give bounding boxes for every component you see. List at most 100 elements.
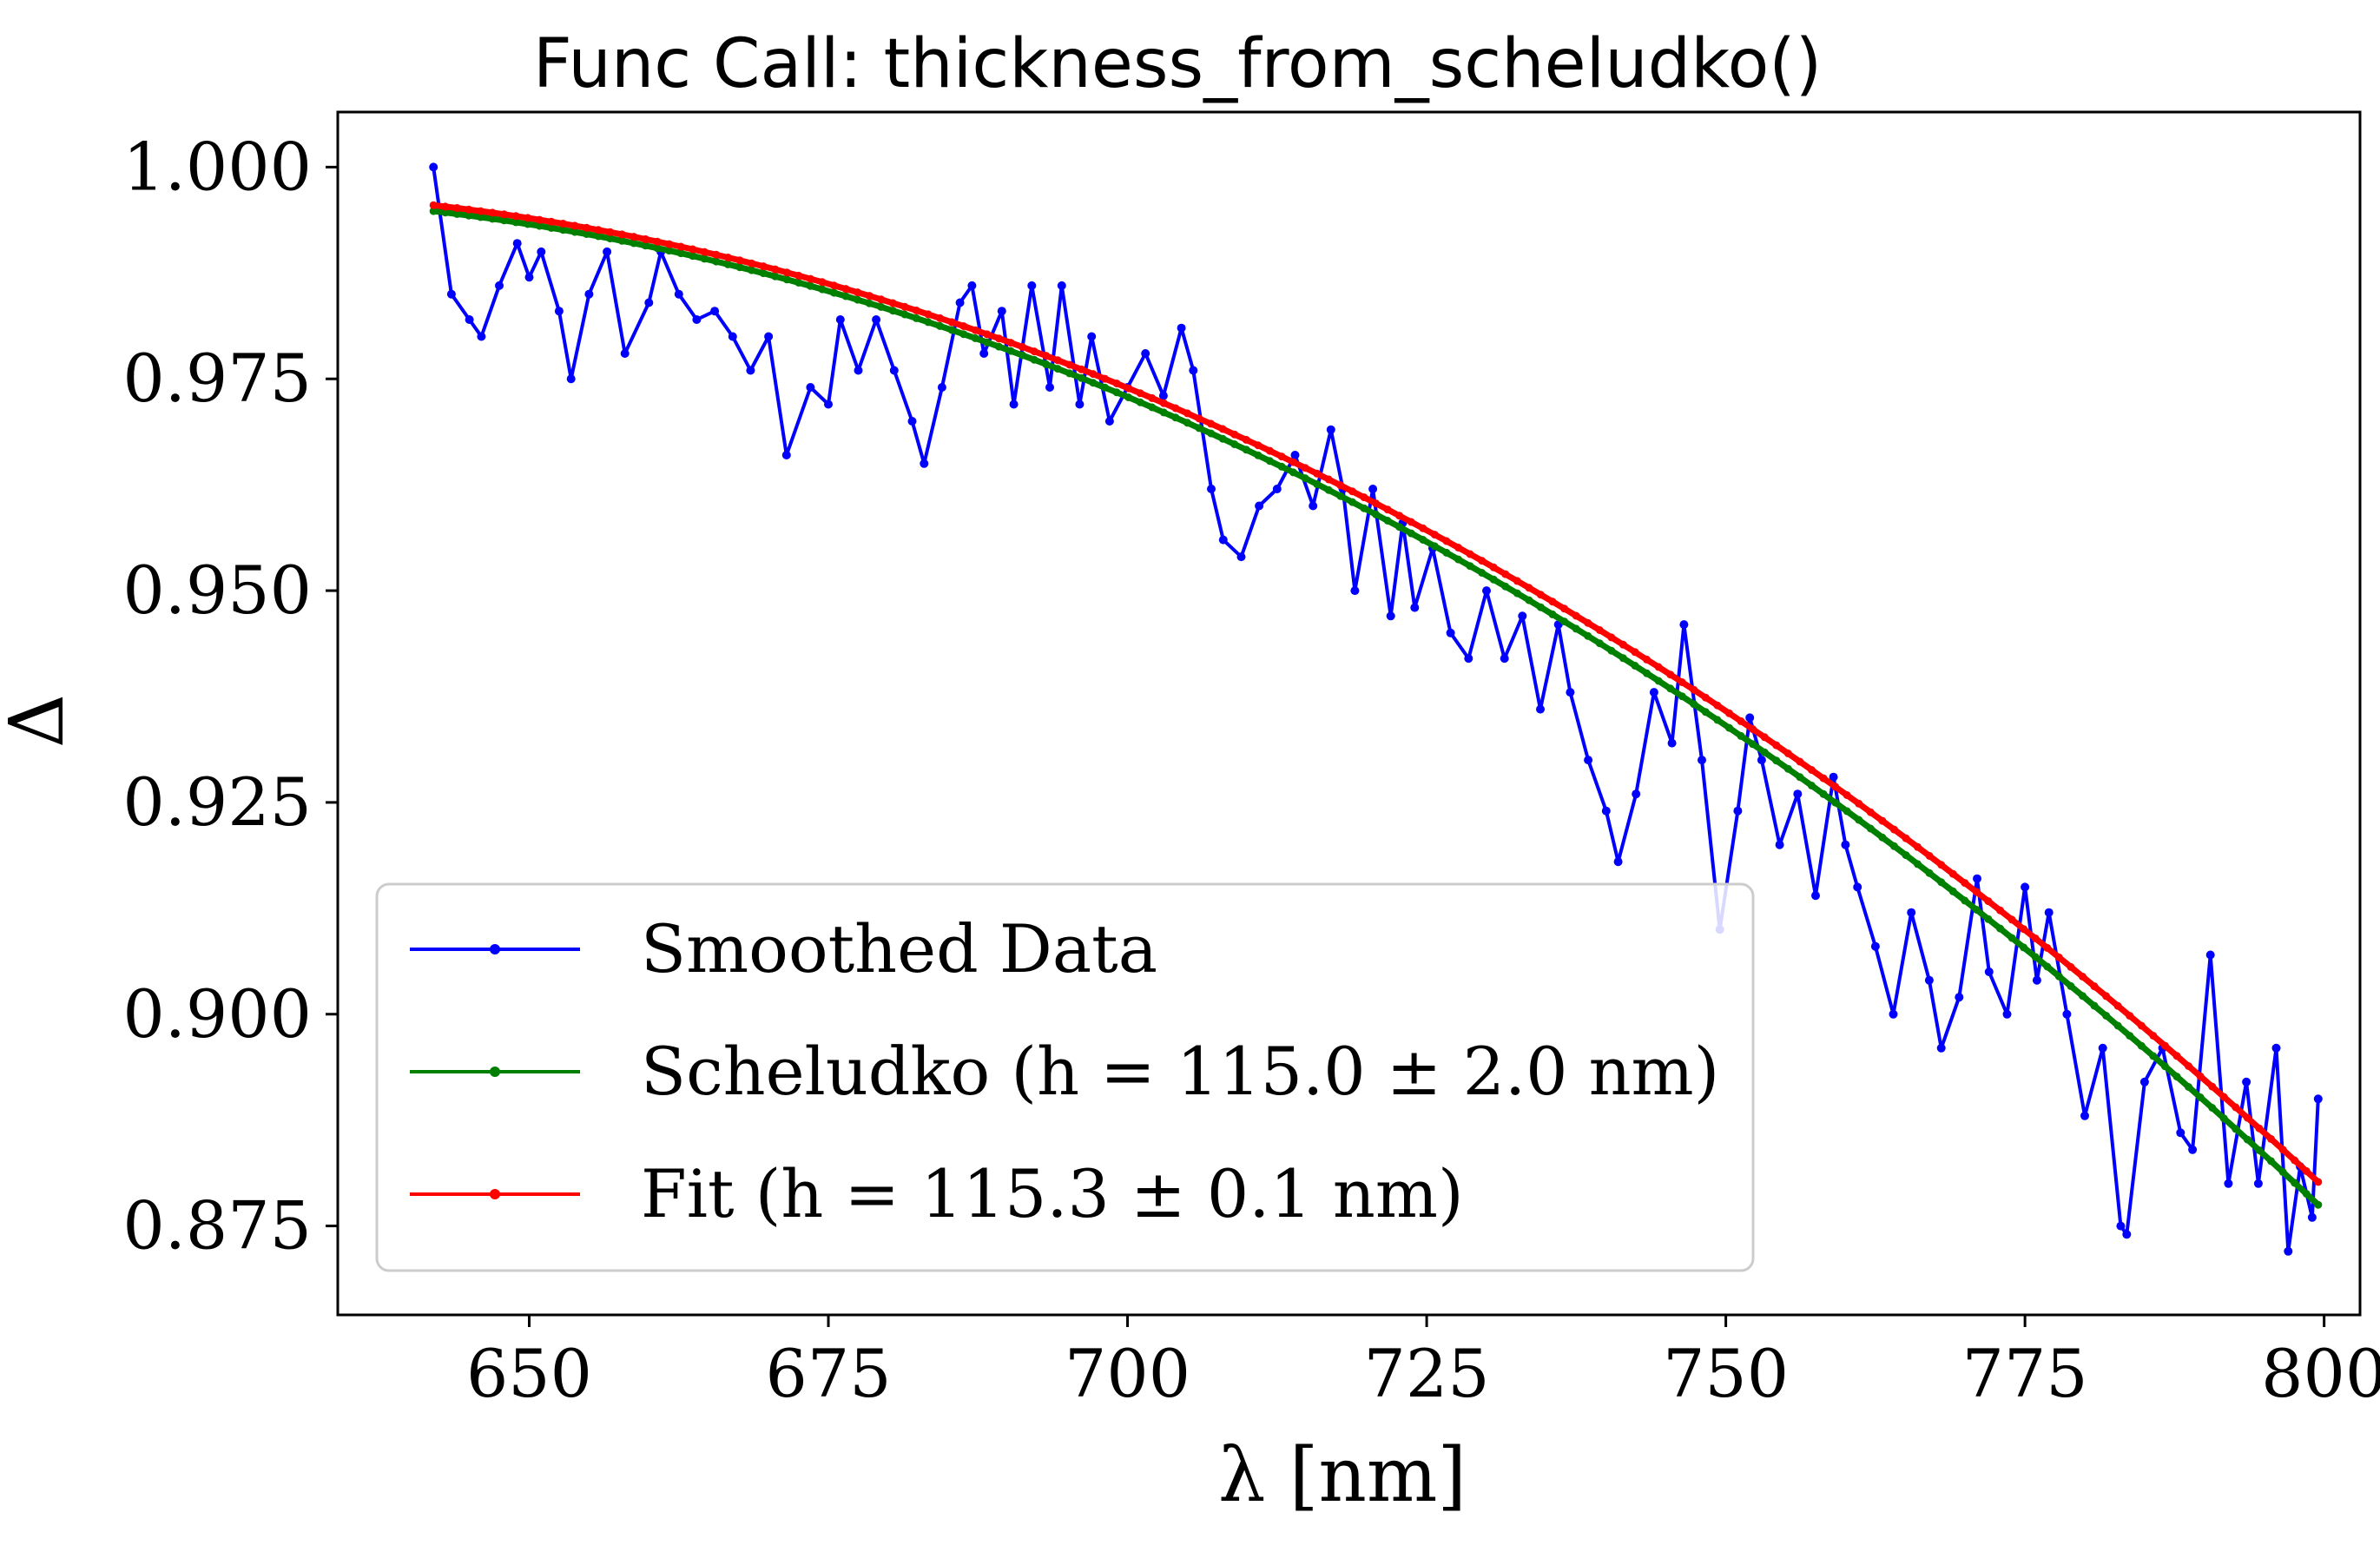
data-point — [830, 288, 838, 297]
data-point — [676, 249, 685, 258]
data-point — [537, 247, 546, 256]
data-point — [700, 254, 709, 263]
data-point — [2160, 1062, 2169, 1071]
data-point — [2188, 1145, 2198, 1154]
data-point — [2291, 1179, 2299, 1187]
data-point — [2219, 1114, 2228, 1123]
data-point — [782, 275, 791, 284]
data-point — [1019, 343, 1026, 351]
data-point — [630, 239, 638, 248]
data-point — [2243, 1113, 2251, 1122]
data-point — [2080, 1111, 2089, 1120]
data-point — [983, 330, 992, 339]
data-point — [2098, 1043, 2107, 1053]
data-point — [1831, 783, 1840, 791]
data-point — [1666, 684, 1675, 693]
data-point — [2267, 1134, 2275, 1143]
data-point — [700, 248, 709, 256]
data-point — [1148, 403, 1157, 412]
data-point — [1632, 789, 1641, 799]
legend-label: Fit (h = 115.3 ± 0.1 nm) — [641, 1155, 1464, 1232]
data-point — [1737, 731, 1745, 740]
data-point — [2031, 953, 2040, 961]
x-axis-label: λ [nm] — [1218, 1432, 1467, 1519]
data-point — [1793, 789, 1803, 799]
data-point — [535, 221, 544, 230]
data-point — [1643, 669, 1651, 677]
data-point — [854, 295, 862, 304]
data-point — [429, 207, 438, 215]
data-point — [1733, 806, 1743, 816]
data-point — [1878, 816, 1887, 825]
data-point — [1760, 733, 1769, 742]
data-point — [1866, 824, 1875, 833]
data-point — [1536, 591, 1545, 599]
data-point — [1972, 888, 1981, 896]
data-point — [1907, 908, 1916, 917]
data-point — [2102, 992, 2111, 1001]
data-point — [1089, 379, 1098, 387]
data-point — [1536, 603, 1545, 611]
data-point — [1654, 677, 1663, 685]
data-point — [2067, 962, 2075, 971]
data-point — [889, 366, 899, 375]
data-point — [446, 289, 456, 299]
data-point — [1419, 536, 1427, 544]
data-point — [594, 226, 603, 234]
data-point — [1548, 598, 1557, 606]
data-point — [1525, 584, 1533, 592]
data-point — [644, 298, 654, 307]
data-point — [1159, 399, 1168, 407]
data-point — [606, 228, 615, 236]
data-point — [1430, 542, 1439, 551]
data-point — [1057, 281, 1066, 290]
data-point — [2224, 1179, 2233, 1188]
data-point — [1572, 611, 1580, 620]
data-point — [2172, 1052, 2181, 1060]
y-tick-label: 0.900 — [122, 975, 312, 1053]
data-point — [2196, 1093, 2205, 1101]
data-point — [1009, 400, 1019, 409]
data-point — [1678, 678, 1686, 686]
data-point — [1489, 575, 1498, 584]
data-point — [2031, 935, 2040, 942]
data-point — [994, 334, 1003, 343]
data-point — [2067, 981, 2075, 990]
data-point — [1395, 512, 1404, 520]
data-point — [1053, 356, 1062, 365]
data-point — [429, 162, 438, 172]
data-point — [1595, 626, 1604, 634]
data-point — [997, 307, 1006, 316]
data-point — [1878, 833, 1887, 842]
data-point — [1501, 570, 1510, 578]
series-1 — [429, 207, 2323, 1209]
data-point — [1313, 469, 1322, 478]
data-point — [1889, 842, 1898, 850]
data-point — [2176, 1128, 2186, 1138]
data-point — [1254, 441, 1263, 450]
data-point — [1254, 451, 1263, 459]
data-point — [1171, 413, 1180, 422]
data-point — [771, 272, 780, 281]
data-point — [1572, 624, 1580, 633]
data-point — [500, 210, 509, 219]
data-point — [888, 307, 897, 315]
data-point — [1518, 611, 1527, 621]
x-tick-label: 650 — [466, 1335, 592, 1412]
data-point — [2232, 1103, 2240, 1112]
data-point — [1218, 434, 1227, 443]
data-point — [1841, 840, 1850, 849]
data-point — [653, 237, 662, 246]
data-point — [583, 223, 591, 232]
data-point — [1984, 968, 1994, 976]
data-point — [979, 349, 989, 358]
data-point — [465, 211, 473, 220]
data-point — [983, 338, 992, 347]
data-point — [641, 234, 649, 243]
data-point — [641, 241, 649, 250]
data-point — [735, 256, 744, 265]
data-point — [1466, 562, 1474, 571]
data-point — [1855, 799, 1863, 808]
data-point — [748, 266, 755, 274]
